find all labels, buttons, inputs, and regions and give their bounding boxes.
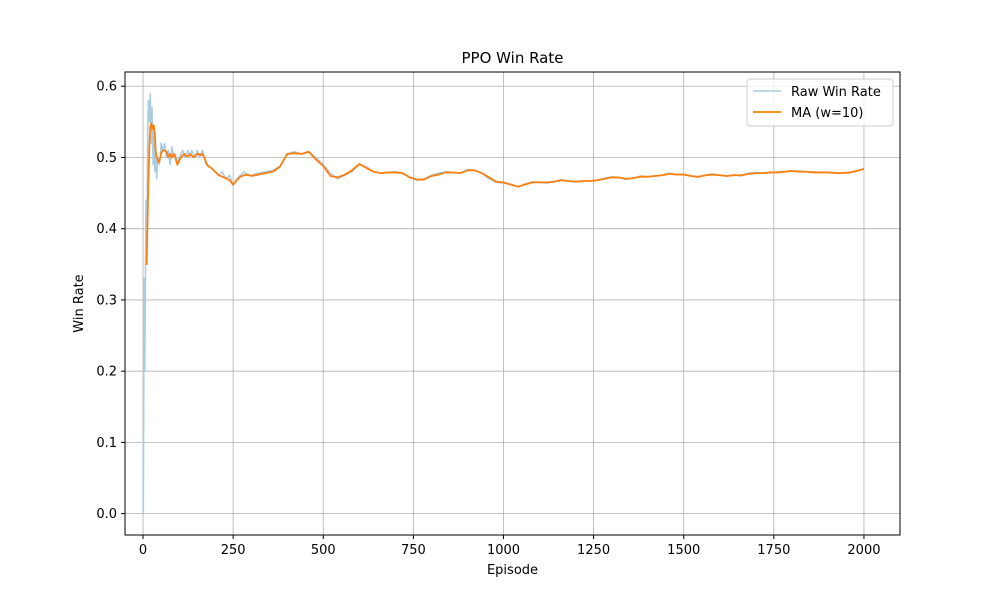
y-tick-label: 0.5 <box>96 151 117 166</box>
x-tick-label: 1750 <box>757 543 790 558</box>
y-tick-label: 0.3 <box>96 293 117 308</box>
x-axis: 0 250 500 750 1000 1250 1500 1750 2000 <box>139 535 881 558</box>
x-tick-label: 0 <box>139 543 147 558</box>
y-tick-label: 0.1 <box>96 436 117 451</box>
x-tick-label: 250 <box>221 543 246 558</box>
y-axis-title: Win Rate <box>72 274 87 332</box>
series-moving-average-line <box>145 122 865 266</box>
x-axis-title: Episode <box>487 563 538 578</box>
x-tick-label: 1000 <box>487 543 520 558</box>
grid-lines <box>125 72 900 535</box>
chart-title: PPO Win Rate <box>461 49 563 67</box>
legend-box <box>746 78 894 127</box>
y-tick-label: 0.0 <box>96 507 117 522</box>
x-tick-label: 750 <box>401 543 426 558</box>
x-tick-label: 1250 <box>577 543 610 558</box>
x-tick-label: 500 <box>311 543 336 558</box>
y-tick-label: 0.6 <box>96 80 117 95</box>
legend-label-moving-average: MA (w=10) <box>791 106 863 121</box>
y-axis: 0.0 0.1 0.2 0.3 0.4 0.5 0.6 <box>96 80 125 522</box>
series-layer <box>142 92 865 514</box>
x-tick-label: 2000 <box>847 543 880 558</box>
y-tick-label: 0.2 <box>96 365 117 380</box>
y-tick-label: 0.4 <box>96 222 117 237</box>
legend-label-raw-win-rate: Raw Win Rate <box>791 85 881 100</box>
legend: Raw Win Rate MA (w=10) <box>746 78 894 127</box>
plot-frame <box>124 71 901 536</box>
x-tick-label: 1500 <box>667 543 700 558</box>
